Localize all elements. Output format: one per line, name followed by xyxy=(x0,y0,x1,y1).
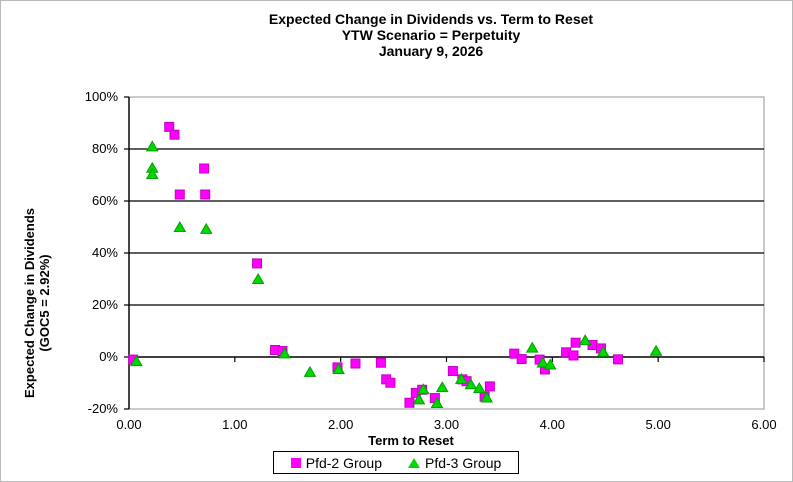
data-point-pfd3 xyxy=(454,372,468,384)
y-tick-label: 80% xyxy=(91,141,118,156)
data-point-pfd3 xyxy=(416,383,430,395)
data-point-pfd3 xyxy=(412,393,426,405)
chart-title: Expected Change in Dividends vs. Term to… xyxy=(268,11,594,27)
data-point-pfd2 xyxy=(612,354,623,365)
y-tick-label: 100% xyxy=(84,89,118,104)
data-point-pfd3 xyxy=(525,341,539,353)
pfd3-triangle-marker-icon xyxy=(408,457,420,468)
data-point-pfd2 xyxy=(375,357,386,368)
data-point-pfd2 xyxy=(174,189,185,200)
data-point-pfd3 xyxy=(145,167,159,179)
data-point-pfd2 xyxy=(164,121,175,132)
x-tick-label: 1.00 xyxy=(222,417,248,432)
data-point-pfd3 xyxy=(332,362,345,374)
data-point-pfd2 xyxy=(484,381,495,392)
data-point-pfd3 xyxy=(480,391,494,403)
data-point-pfd3 xyxy=(303,365,317,377)
data-point-pfd3 xyxy=(543,358,557,370)
data-point-pfd3 xyxy=(649,344,663,356)
data-point-pfd2 xyxy=(385,377,396,388)
data-point-pfd2 xyxy=(199,163,210,174)
chart-subtitle: YTW Scenario = Perpetuity xyxy=(341,27,521,43)
x-tick-label: 6.00 xyxy=(751,417,777,432)
data-point-pfd3 xyxy=(578,334,592,346)
legend-label-pfd2: Pfd-2 Group xyxy=(305,454,382,471)
y-tick-label: 20% xyxy=(91,297,118,312)
chart-date: January 9, 2026 xyxy=(378,43,484,59)
data-point-pfd3 xyxy=(145,140,159,152)
data-point-pfd3 xyxy=(536,356,550,368)
data-point-pfd2 xyxy=(509,348,520,359)
data-point-pfd3 xyxy=(435,381,449,393)
legend: Pfd-2 Group Pfd-3 Group xyxy=(273,451,519,474)
data-point-pfd2 xyxy=(516,354,527,365)
data-point-pfd3 xyxy=(430,397,444,409)
data-point-pfd2 xyxy=(252,258,263,269)
x-tick-label: 3.00 xyxy=(433,417,460,432)
x-tick-label: 5.00 xyxy=(645,417,671,432)
data-point-pfd3 xyxy=(464,378,478,390)
data-point-pfd3 xyxy=(199,222,213,234)
x-tick-label: 4.00 xyxy=(539,417,565,432)
data-point-pfd2 xyxy=(447,366,458,377)
y-tick-label: 40% xyxy=(91,245,118,260)
data-point-pfd3 xyxy=(472,381,486,393)
data-point-pfd3 xyxy=(173,221,187,232)
data-point-pfd3 xyxy=(130,355,143,367)
x-tick-label: 0.00 xyxy=(116,417,142,432)
legend-item-pfd3: Pfd-3 Group xyxy=(408,455,501,471)
data-point-pfd2 xyxy=(570,337,581,348)
data-point-pfd2 xyxy=(404,397,415,408)
y-tick-label: 0% xyxy=(99,349,118,364)
x-axis-title: Term to Reset xyxy=(368,433,454,448)
data-point-pfd2 xyxy=(568,350,579,361)
legend-label-pfd3: Pfd-3 Group xyxy=(425,454,502,471)
data-point-pfd2 xyxy=(200,189,211,200)
data-point-pfd3 xyxy=(278,347,291,359)
pfd2-square-marker-icon xyxy=(290,457,301,468)
data-point-pfd2 xyxy=(350,358,361,369)
y-tick-label: -20% xyxy=(87,401,118,416)
y-tick-label: 60% xyxy=(91,193,118,208)
data-point-pfd3 xyxy=(596,345,610,357)
data-point-pfd2 xyxy=(169,129,180,140)
data-point-pfd3 xyxy=(251,273,265,284)
legend-item-pfd2: Pfd-2 Group xyxy=(290,454,382,471)
chart-title-block: Expected Change in Dividends vs. Term to… xyxy=(101,11,761,59)
x-tick-label: 2.00 xyxy=(328,417,354,432)
